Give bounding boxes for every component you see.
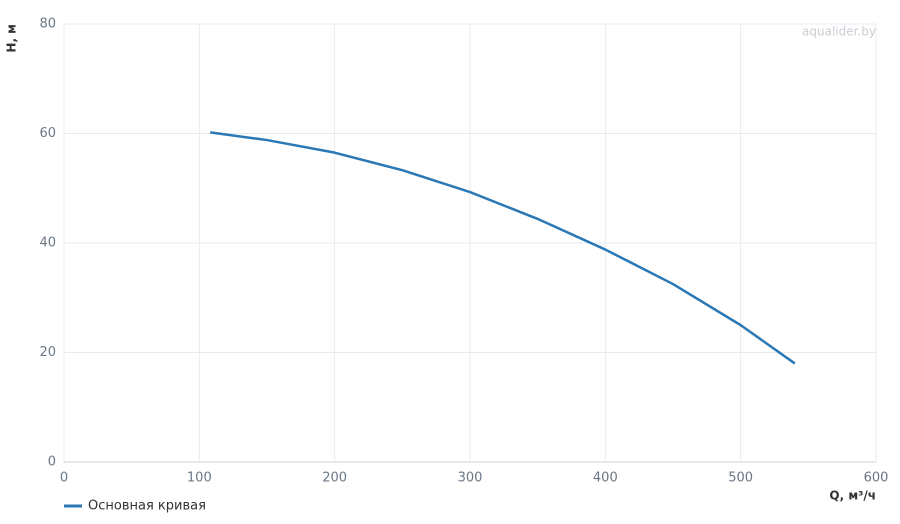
watermark: aqualider.by (802, 25, 876, 39)
data-line (209, 131, 796, 365)
x-tick-label: 600 (864, 471, 889, 486)
y-tick-label: 60 (39, 126, 56, 141)
x-tick-label: 0 (60, 471, 68, 486)
x-axis-title: Q, м³/ч (829, 489, 876, 503)
y-tick-label: 20 (39, 345, 56, 360)
x-tick-label: 500 (728, 471, 753, 486)
x-tick-label: 200 (322, 471, 347, 486)
y-tick-label: 80 (39, 17, 56, 32)
y-axis-title: H, м (5, 24, 19, 53)
x-tick-label: 300 (458, 471, 483, 486)
x-tick-label: 100 (187, 471, 212, 486)
x-tick-label: 400 (593, 471, 618, 486)
y-tick-label: 40 (39, 236, 56, 251)
legend-label: Основная кривая (88, 499, 206, 514)
y-tick-label: 0 (48, 455, 56, 470)
